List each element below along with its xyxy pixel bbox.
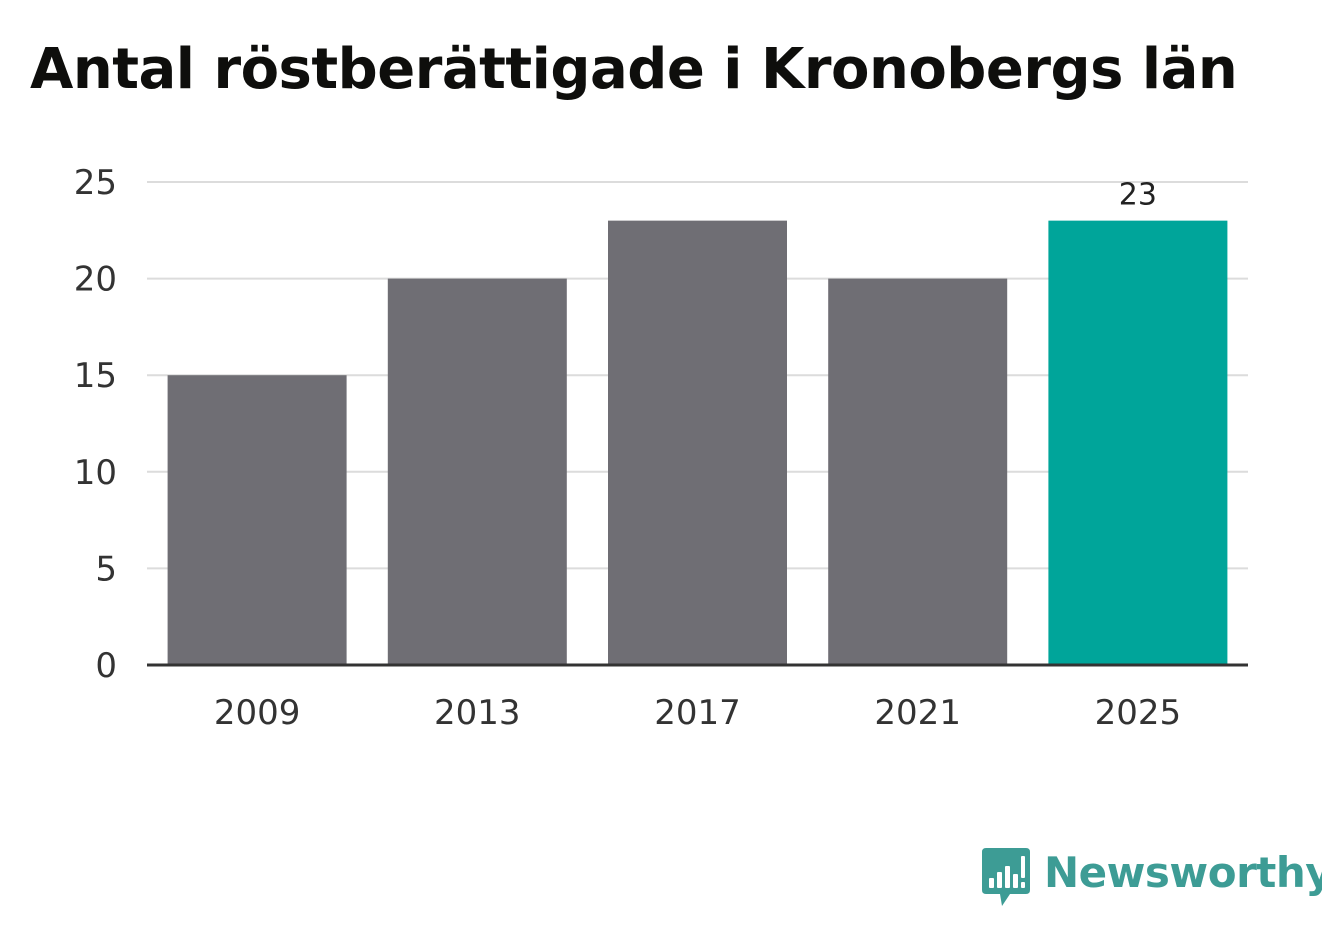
bars (167, 220, 1228, 665)
x-tick-label: 2017 (654, 693, 741, 733)
newsworthy-logo-icon (982, 848, 1030, 906)
bar-2009 (167, 375, 347, 665)
y-tick-label: 10 (74, 453, 117, 493)
brand-logo: Newsworthy (980, 848, 1322, 912)
chart-title: Antal röstberättigade i Kronobergs län (30, 37, 1238, 102)
data-label-2025: 23 (1119, 178, 1157, 213)
brand-name: Newsworthy (1044, 848, 1322, 897)
bar-2017 (608, 220, 787, 665)
y-tick-label: 15 (74, 356, 117, 396)
x-tick-label: 2021 (874, 693, 961, 733)
bar-2025 (1048, 220, 1228, 665)
y-tick-label: 5 (95, 549, 117, 589)
data-labels: 23 (1119, 178, 1157, 213)
x-tick-label: 2013 (434, 693, 521, 733)
y-tick-label: 0 (95, 646, 117, 686)
x-tick-label: 2025 (1095, 693, 1182, 733)
y-tick-label: 20 (74, 260, 117, 300)
x-axis-ticks: 2009 2013 2017 2021 2025 (214, 693, 1181, 733)
bar-2021 (828, 278, 1008, 665)
bar-2013 (387, 278, 567, 665)
x-tick-label: 2009 (214, 693, 301, 733)
y-axis-ticks: 0 5 10 15 20 25 (74, 163, 117, 686)
y-tick-label: 25 (74, 163, 117, 203)
